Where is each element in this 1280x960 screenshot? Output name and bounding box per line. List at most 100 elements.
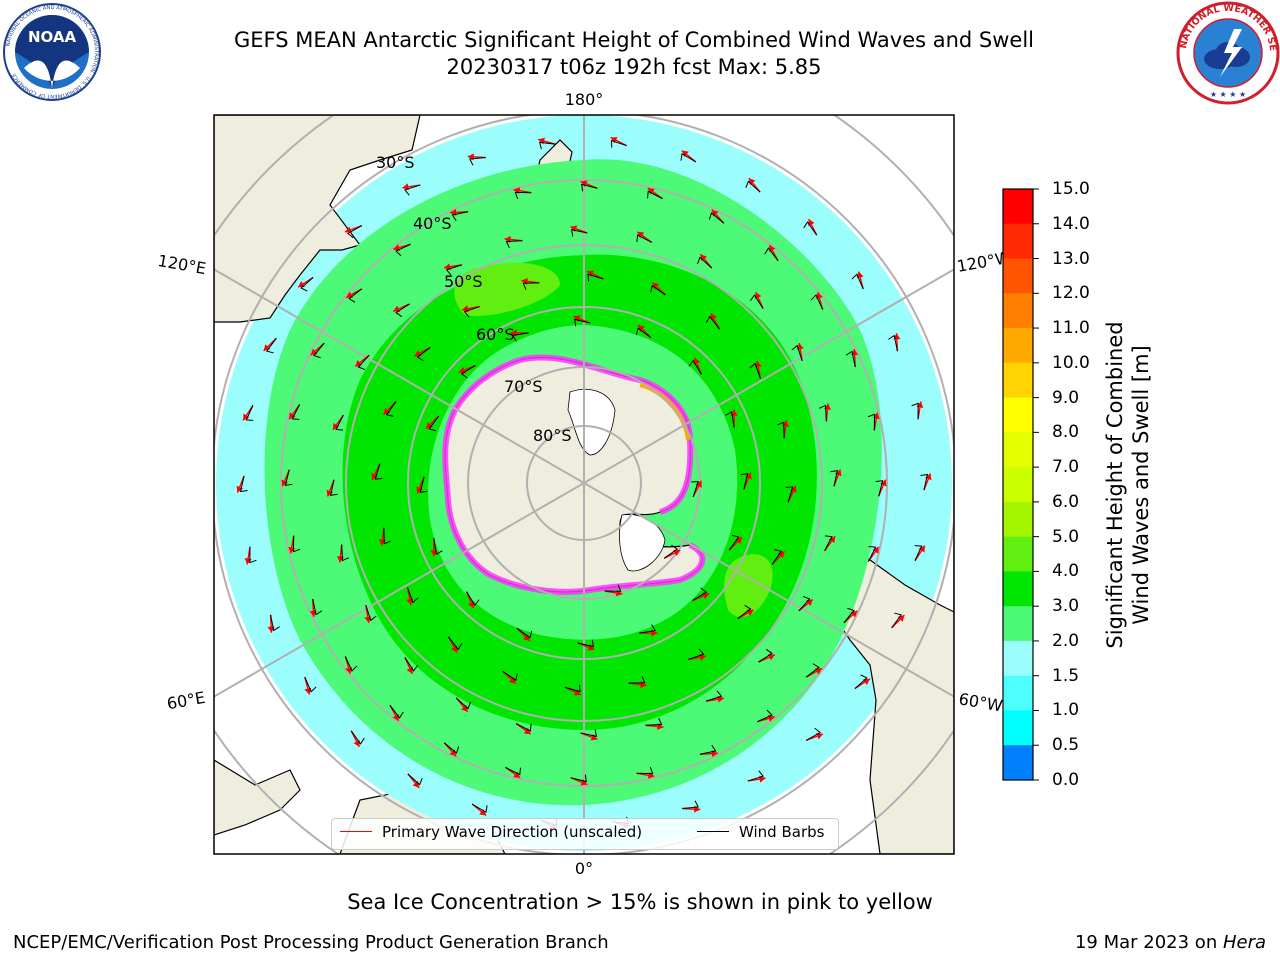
wind-barb: [512, 332, 529, 342]
wind-barb: [466, 591, 480, 607]
wind-barb: [505, 766, 521, 776]
wind-barb: [407, 587, 419, 604]
wind-barb: [798, 596, 811, 612]
colorbar-tick-label: 14.0: [1052, 213, 1090, 234]
wind-barb: [854, 674, 868, 689]
colorbar-segment: [1003, 293, 1033, 329]
wind-barb: [239, 475, 248, 493]
wind-barb: [291, 404, 301, 420]
wind-barb: [647, 190, 663, 200]
wind-barb: [515, 723, 532, 732]
wind-barb: [639, 624, 656, 634]
lon-label-180: 180°: [565, 90, 604, 109]
wind-barb: [805, 727, 821, 741]
colorbar-segment: [1003, 467, 1033, 503]
legend-wave-line: [340, 831, 372, 832]
wind-barb: [445, 264, 462, 276]
wind-barb: [636, 766, 654, 775]
wind-barb: [867, 413, 876, 431]
wind-barb: [875, 480, 884, 497]
colorbar-tick-label: 7.0: [1052, 457, 1080, 478]
wind-barb: [407, 773, 423, 786]
wind-barb: [284, 469, 293, 486]
noaa-logo-text: NOAA: [28, 28, 77, 46]
colorbar-segment: [1003, 536, 1033, 572]
lat-label-50s: 50°S: [444, 272, 483, 291]
wind-barb: [604, 584, 622, 592]
wind-barb: [749, 294, 764, 309]
wind-barb: [725, 411, 735, 428]
wind-barb: [645, 717, 663, 726]
wind-barb: [805, 663, 820, 678]
wind-barb: [708, 212, 725, 224]
wind-barb: [580, 729, 597, 738]
wind-barb: [571, 228, 588, 237]
colorbar-tick-label: 0.0: [1052, 770, 1080, 790]
wind-barb: [663, 544, 679, 559]
wind-barb: [448, 636, 463, 651]
wind-barb: [757, 709, 773, 723]
wind-barb: [404, 184, 421, 196]
wind-barb: [688, 648, 705, 660]
wind-barb: [692, 587, 708, 601]
wind-barb: [433, 538, 443, 555]
wind-barb: [824, 535, 833, 552]
colorbar-segment: [1003, 362, 1033, 399]
colorbar-segment: [1003, 432, 1033, 468]
colorbar-segment: [1003, 328, 1033, 364]
wind-barb: [347, 225, 363, 239]
wind-barb: [749, 362, 761, 379]
wind-barb: [791, 344, 803, 361]
wind-barb: [803, 221, 818, 236]
wind-barb: [300, 277, 314, 292]
wind-barb: [538, 141, 556, 150]
noaa-logo: NOAA NATIONAL OCEANIC AND ATMOSPHERIC AD…: [3, 3, 101, 101]
wind-barb: [428, 415, 440, 432]
wind-barb: [265, 337, 277, 354]
wind-barb: [395, 303, 410, 318]
wind-barb: [505, 240, 523, 249]
wave-band-5-6m-upper: [454, 262, 560, 316]
wind-barb: [810, 294, 824, 310]
colorbar-tick-label: 1.5: [1052, 665, 1080, 686]
lon-label-0: 0°: [575, 859, 593, 878]
map-frame: [213, 114, 955, 855]
colorbar-tick-label: 1.0: [1052, 700, 1080, 721]
colorbar-tick-label: 6.0: [1052, 491, 1080, 512]
lat-label-60s: 60°S: [476, 325, 515, 344]
madagascar-landmass: [214, 759, 301, 836]
wind-barb: [348, 288, 363, 303]
wind-barb: [628, 676, 646, 684]
wind-barb: [636, 234, 653, 243]
wind-barb: [357, 354, 370, 370]
wind-barb: [740, 473, 749, 490]
chart-subtitle: 20230317 t06z 192h fcst Max: 5.85: [446, 55, 822, 79]
wind-barb: [460, 365, 476, 379]
lon-label-60w: 60°W: [957, 689, 1004, 715]
wind-barb: [697, 256, 713, 269]
colorbar-segment: [1003, 501, 1033, 538]
colorbar-tick-label: 4.0: [1052, 561, 1080, 582]
legend-wind-label: Wind Barbs: [739, 823, 825, 841]
legend-wind-line: [697, 831, 729, 832]
colorbar-tick-label: 12.0: [1052, 283, 1090, 304]
wind-barb: [304, 676, 317, 693]
wind-barb: [516, 627, 533, 639]
wind-barb: [830, 470, 839, 487]
wind-barb: [888, 334, 898, 352]
sea-ice-edge: [442, 354, 706, 595]
sea-ice-high-concentration: [639, 383, 690, 441]
wind-barb: [581, 183, 598, 192]
wind-barb: [312, 598, 323, 616]
colorbar-segment: [1003, 710, 1033, 746]
wind-barb: [851, 273, 864, 290]
wind-barb: [385, 401, 397, 417]
wind-barb: [245, 405, 254, 421]
wind-barb: [745, 180, 761, 193]
wind-barb: [419, 476, 428, 493]
wind-barb: [344, 656, 358, 672]
footer-timestamp: 19 Mar 2023 on Hera: [1074, 932, 1266, 953]
wind-barb: [463, 306, 480, 318]
lat-label-30s: 30°S: [376, 153, 415, 172]
